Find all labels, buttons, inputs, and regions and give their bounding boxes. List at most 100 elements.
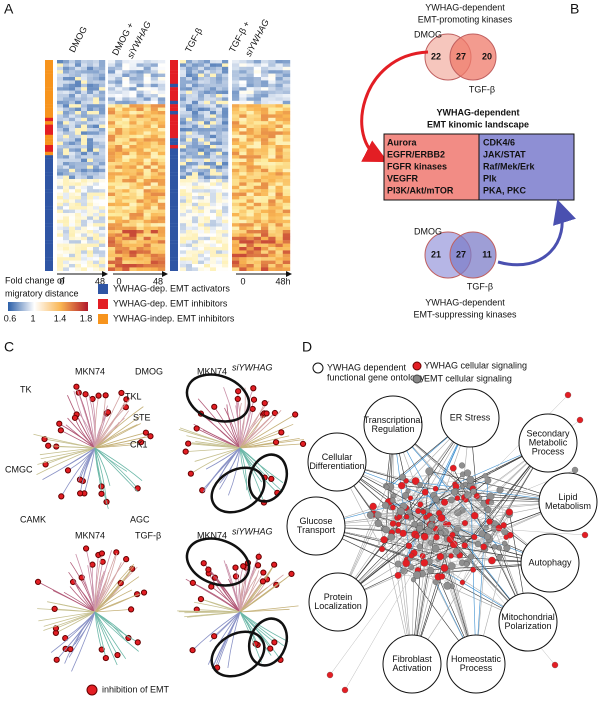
heatmap-cell: [157, 185, 166, 190]
heatmap-cell: [186, 192, 193, 197]
heatmap-cell: [122, 66, 130, 71]
heatmap-cell: [261, 77, 269, 81]
heatmap-cell: [150, 175, 159, 180]
heatmap-cell: [129, 83, 137, 88]
row-annotation: [170, 223, 178, 227]
heatmap-cell: [180, 111, 187, 115]
kinase-dot: [82, 545, 90, 552]
heatmap-cell: [239, 206, 247, 210]
heatmap-cell: [204, 162, 211, 166]
ontology-label: Transport: [297, 525, 336, 535]
heatmap-cell: [180, 70, 187, 74]
heatmap-cell: [180, 189, 187, 193]
heatmap-cell: [115, 131, 123, 135]
heatmap-cell: [204, 73, 211, 78]
heatmap-cell: [63, 213, 70, 217]
heatmap-cell: [192, 104, 199, 108]
heatmap-cell: [157, 117, 166, 122]
heatmap-cell: [99, 80, 106, 84]
heatmap-cell: [186, 168, 193, 173]
heatmap-cell: [57, 73, 64, 78]
heatmap-cell: [246, 202, 254, 207]
heatmap-cell: [198, 148, 205, 152]
heatmap-cell: [157, 168, 166, 173]
heatmap-cell: [275, 223, 283, 227]
heatmap-cell: [115, 66, 123, 71]
heatmap-cell: [136, 192, 144, 197]
heatmap-cell: [239, 250, 247, 254]
heatmap-cell: [87, 138, 94, 142]
heatmap-cell: [93, 97, 100, 101]
heatmap-cell: [115, 134, 123, 139]
heatmap-cell: [69, 70, 76, 74]
heatmap-cell: [198, 253, 205, 258]
heatmap-cell: [246, 104, 254, 108]
heatmap-cell: [81, 131, 88, 135]
heatmap-cell: [81, 138, 88, 142]
heatmap-cell: [210, 155, 217, 159]
heatmap-cell: [282, 145, 291, 149]
heatmap-cell: [150, 247, 159, 251]
kinase-dot: [71, 414, 79, 421]
network-node: [394, 571, 402, 579]
heatmap-cell: [150, 128, 159, 132]
network-node: [464, 469, 472, 477]
heatmap-cell: [232, 124, 240, 129]
heatmap-cell: [216, 128, 223, 132]
heatmap-cell: [143, 165, 151, 169]
heatmap-cell: [69, 223, 76, 227]
venn-title: EMT-suppressing kinases: [413, 309, 517, 319]
tree-branch: [94, 611, 103, 650]
heatmap-cell: [204, 77, 211, 81]
heatmap-cell: [87, 247, 94, 251]
network-node: [483, 533, 491, 541]
heatmap-cell: [122, 94, 130, 98]
heatmap-cell: [93, 70, 100, 74]
heatmap-cell: [75, 117, 82, 122]
heatmap-cell: [150, 216, 159, 220]
kinase-dot: [232, 564, 239, 571]
network-node: [484, 506, 492, 514]
tree-branch: [195, 441, 241, 449]
colorbar-tick: 1.8: [80, 313, 93, 323]
heatmap-cell: [268, 240, 276, 244]
heatmap-cell: [253, 151, 262, 156]
heatmap-cell: [239, 87, 247, 91]
heatmap-cell: [192, 70, 199, 74]
heatmap-cell: [239, 141, 247, 146]
heatmap-cell: [253, 66, 262, 71]
tree-branch: [94, 552, 118, 613]
heatmap-cell: [63, 243, 70, 248]
heatmap-cell: [210, 233, 217, 237]
heatmap-cell: [143, 70, 151, 74]
heatmap-cell: [69, 253, 76, 258]
row-annotation: [170, 216, 178, 220]
heatmap-cell: [282, 104, 291, 108]
heatmap-cell: [186, 141, 193, 146]
heatmap-cell: [246, 128, 254, 132]
heatmap-cell: [186, 134, 193, 139]
heatmap-cell: [143, 253, 151, 258]
heatmap-cell: [69, 90, 76, 95]
heatmap-cell: [268, 168, 276, 173]
heatmap-cell: [75, 202, 82, 207]
heatmap-cell: [157, 138, 166, 142]
heatmap-cell: [275, 162, 283, 166]
heatmap-cell: [99, 179, 106, 183]
heatmap-cell: [143, 206, 151, 210]
heatmap-cell: [239, 223, 247, 227]
heatmap-cell: [261, 233, 269, 237]
network-node: [551, 661, 559, 669]
heatmap-cell: [157, 131, 166, 135]
heatmap-cell: [282, 182, 291, 186]
heatmap-cell: [180, 179, 187, 183]
heatmap-cell: [57, 131, 64, 135]
network-node: [414, 533, 420, 539]
row-annotation: [170, 236, 178, 241]
heatmap-cell: [108, 264, 116, 268]
kinase-dot: [76, 476, 84, 483]
heatmap-cell: [222, 243, 229, 248]
heatmap-cell: [157, 175, 166, 180]
heatmap-cell: [186, 182, 193, 186]
heatmap-cell: [136, 141, 144, 146]
